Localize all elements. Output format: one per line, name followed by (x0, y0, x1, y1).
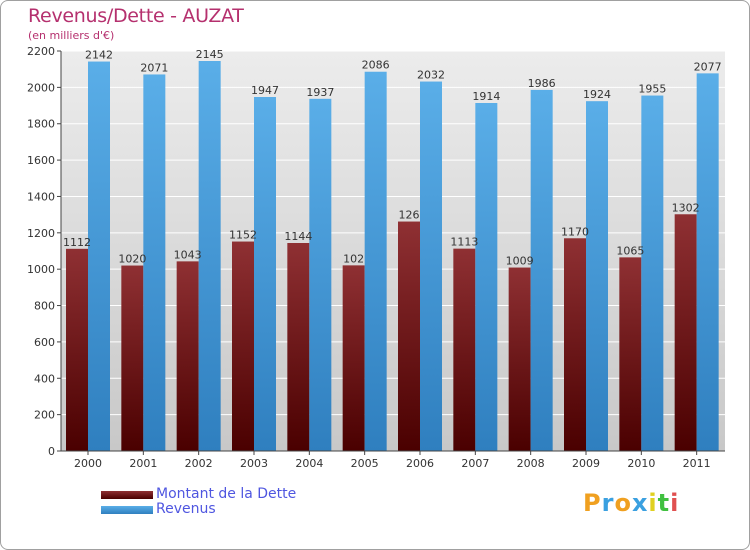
bar-revenue-label: 2142 (85, 49, 113, 62)
logo-letter: o (614, 489, 632, 517)
bar-revenue-label: 2032 (417, 69, 445, 82)
legend-swatch-debt (101, 491, 153, 499)
bar-revenue (586, 101, 608, 451)
axes: 0 200 400 600 800 1000 1200 1400 1600 1800 2000 220… (27, 45, 725, 470)
legend-label-revenue: Revenus (156, 501, 216, 517)
y-tick-label: 1600 (27, 154, 55, 167)
bar-debt-label: 1144 (284, 230, 312, 243)
bar-debt (564, 238, 586, 451)
bar-debt (619, 257, 642, 451)
bar-revenue (143, 74, 166, 452)
bar-revenue (364, 71, 387, 452)
bar-revenue-label: 1986 (528, 77, 556, 90)
x-tick-label: 2004 (295, 457, 323, 470)
bar-debt (232, 241, 254, 451)
x-tick-label: 2006 (406, 457, 434, 470)
y-tick-label: 400 (34, 372, 55, 385)
bar-debt (121, 265, 144, 451)
x-tick-label: 2010 (627, 457, 655, 470)
bar-revenue (420, 81, 442, 451)
bar-revenue (309, 98, 332, 452)
x-tick-label: 2005 (351, 457, 379, 470)
bar-revenue (254, 97, 276, 451)
x-tick-label: 2001 (129, 457, 157, 470)
x-tick-label: 2000 (74, 457, 102, 470)
logo-letter: i (670, 489, 680, 517)
bar-debt-label: 1302 (672, 201, 700, 214)
bar-debt (453, 248, 476, 451)
x-tick-label: 2007 (461, 457, 489, 470)
bar-revenue-label: 1947 (251, 84, 279, 97)
logo-letter: x (631, 489, 649, 517)
logo-letter: r (601, 489, 615, 517)
bars (66, 61, 719, 452)
y-tick-label: 1400 (27, 190, 55, 203)
bar-revenue-label: 2077 (694, 60, 722, 73)
bar-debt-label: 102 (343, 252, 364, 265)
logo-letter: i (648, 489, 658, 517)
x-tick-label: 2009 (572, 457, 600, 470)
y-tick-label: 200 (34, 409, 55, 422)
bar-debt (287, 243, 310, 451)
bar-revenue (198, 61, 221, 451)
x-tick-label: 2003 (240, 457, 268, 470)
y-tick-label: 2200 (27, 45, 55, 58)
legend-label-debt: Montant de la Dette (156, 486, 297, 502)
bar-revenue-label: 1955 (638, 83, 666, 96)
y-tick-label: 2000 (27, 81, 55, 94)
bar-debt-label: 126 (399, 209, 420, 222)
bar-debt (508, 267, 531, 451)
y-tick-label: 1800 (27, 118, 55, 131)
bar-debt-label: 1020 (118, 253, 146, 266)
x-tick-label: 2002 (185, 457, 213, 470)
bar-revenue-label: 1924 (583, 88, 611, 101)
gridlines (61, 50, 725, 416)
bar-debt (674, 214, 697, 451)
y-tick-label: 800 (34, 300, 55, 313)
x-tick-label: 2011 (683, 457, 711, 470)
bar-debt-label: 1152 (229, 229, 257, 242)
y-tick-label: 600 (34, 336, 55, 349)
bar-revenue-label: 2071 (140, 61, 168, 74)
bar-debt-label: 1065 (616, 244, 644, 257)
y-tick-label: 0 (48, 445, 55, 458)
bar-revenue-label: 2145 (196, 48, 224, 61)
bar-debt-label: 1043 (174, 248, 202, 261)
x-tick-label: 2008 (517, 457, 545, 470)
bar-debt-label: 1112 (63, 236, 91, 249)
bar-revenue-label: 1937 (306, 86, 334, 99)
bar-debt (66, 248, 88, 451)
bar-debt-label: 1009 (506, 255, 534, 268)
logo-letter: t (657, 489, 671, 517)
proxiti-logo: Proxiti (583, 489, 679, 517)
logo-letter: P (583, 489, 602, 517)
bar-revenue-label: 1914 (472, 90, 500, 103)
bar-revenue (641, 95, 664, 451)
chart-subtitle: (en milliers d'€) (28, 29, 115, 42)
bar-debt (176, 261, 199, 451)
bar-revenue (88, 61, 110, 451)
bar-revenue (696, 73, 719, 451)
bar-debt-label: 1170 (561, 225, 589, 238)
data-labels: 1112 2142 1020 2071 1043 2145 1152 1947 1144 1937… (63, 48, 722, 268)
bar-revenue-label: 2086 (362, 59, 390, 72)
bar-revenue (530, 89, 553, 451)
bar-revenue (475, 103, 498, 451)
y-tick-label: 1200 (27, 227, 55, 240)
y-tick-label: 1000 (27, 263, 55, 276)
plot-background (61, 51, 725, 451)
bar-debt-label: 1113 (450, 236, 478, 249)
bar-debt (342, 265, 365, 451)
chart-title: Revenus/Dette - AUZAT (28, 5, 244, 27)
legend-swatch-revenue (101, 506, 153, 514)
bar-debt (398, 221, 420, 451)
